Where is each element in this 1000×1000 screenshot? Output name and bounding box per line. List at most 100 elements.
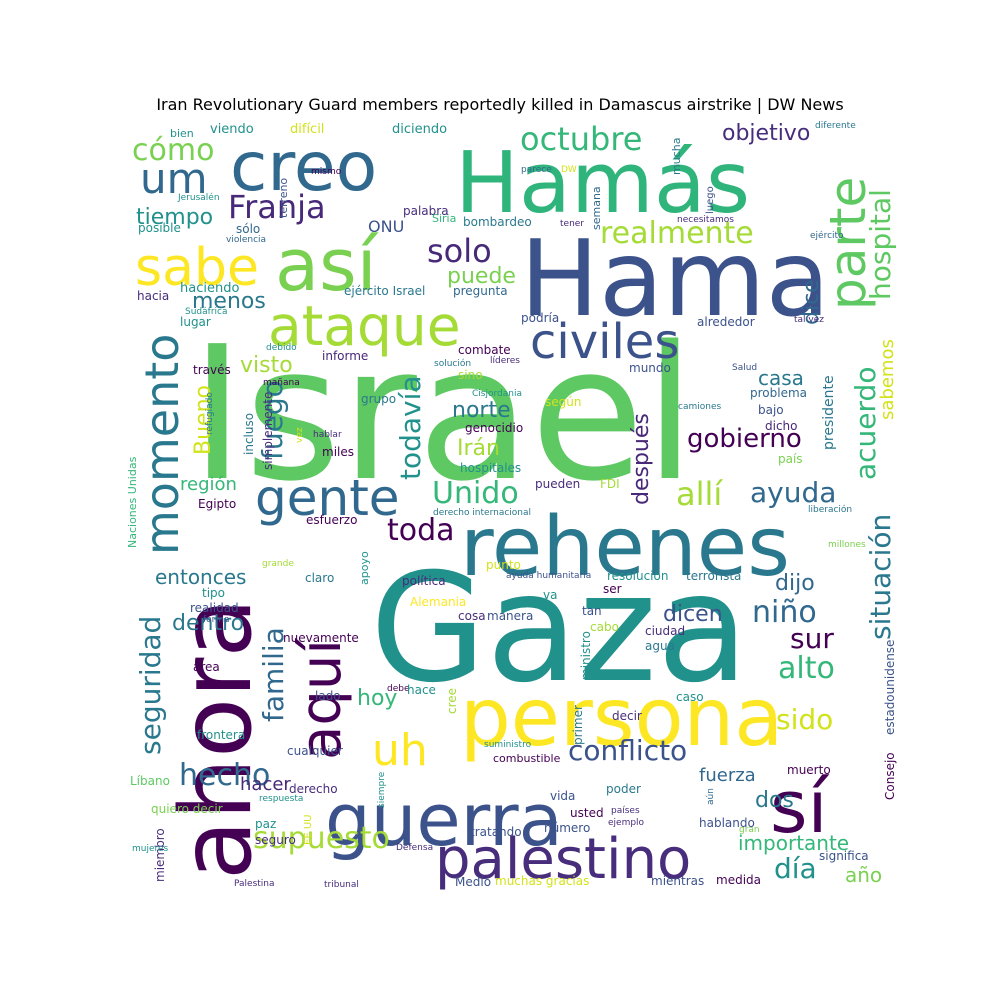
cloud-word: derecho internacional xyxy=(433,508,531,518)
cloud-word: pueden xyxy=(535,477,580,491)
cloud-word: difícil xyxy=(290,122,324,137)
cloud-word: Consejo xyxy=(883,752,897,800)
cloud-word: tiempo xyxy=(136,205,213,230)
cloud-word: grupo xyxy=(361,392,396,406)
cloud-word: apoyo xyxy=(358,551,371,585)
cloud-word: parece xyxy=(521,165,552,175)
page-title: Iran Revolutionary Guard members reporte… xyxy=(156,95,844,114)
cloud-word: octubre xyxy=(520,120,642,158)
cloud-word: ahora xyxy=(160,598,274,880)
cloud-word: gran xyxy=(739,825,760,835)
cloud-word: ejército xyxy=(810,230,844,241)
cloud-word: cree xyxy=(445,688,459,714)
cloud-word: sino xyxy=(458,368,483,382)
cloud-word: hospitales xyxy=(460,461,521,475)
cloud-word: tan xyxy=(582,604,602,618)
cloud-word: poder xyxy=(606,782,641,796)
cloud-word: Hamás xyxy=(455,134,750,233)
cloud-word: través xyxy=(193,363,231,377)
cloud-word: menos xyxy=(192,289,266,314)
cloud-word: líderes xyxy=(490,356,520,366)
cloud-word: hospital xyxy=(864,189,897,300)
cloud-word: miles xyxy=(322,445,354,459)
cloud-word: número xyxy=(544,821,590,835)
cloud-word: terreno xyxy=(277,178,290,218)
cloud-word: uh xyxy=(372,725,428,776)
cloud-word: semana xyxy=(590,186,603,230)
cloud-word: primer xyxy=(571,705,585,745)
cloud-word: violencia xyxy=(226,235,266,245)
cloud-word: palestino xyxy=(435,827,691,892)
cloud-word: DW xyxy=(561,165,577,175)
cloud-word: va xyxy=(543,588,557,602)
cloud-word: muchas gracias xyxy=(495,874,589,888)
cloud-word: Israel xyxy=(190,306,696,522)
cloud-word: área xyxy=(193,660,220,674)
cloud-word: guerra xyxy=(325,778,563,862)
cloud-word: situación xyxy=(864,514,897,640)
cloud-word: genocidio xyxy=(465,421,523,435)
cloud-word: puede xyxy=(447,264,516,289)
cloud-word: Jerusalén xyxy=(177,192,220,203)
cloud-word: Gaza xyxy=(370,542,749,716)
cloud-word: camiones xyxy=(678,402,721,412)
cloud-word: diferente xyxy=(815,121,856,131)
cloud-word: necesitamos xyxy=(677,215,734,225)
cloud-word: presidente xyxy=(821,375,837,450)
cloud-word: significa xyxy=(819,849,869,863)
cloud-word: tener xyxy=(560,219,584,229)
cloud-word: vida xyxy=(550,789,575,803)
cloud-word: Alemania xyxy=(410,595,466,609)
cloud-word: ejército Israel xyxy=(344,284,425,298)
cloud-word: usted xyxy=(570,806,604,820)
cloud-word: combate xyxy=(458,343,511,357)
cloud-word: acuerdo xyxy=(849,367,882,480)
cloud-word: toda xyxy=(387,513,455,548)
cloud-word: paz xyxy=(255,817,276,831)
cloud-word: alrededor xyxy=(697,315,755,329)
cloud-word: bien xyxy=(170,127,194,140)
cloud-word: punto xyxy=(486,558,521,572)
cloud-word: terrorista xyxy=(686,569,741,583)
cloud-word: FDI xyxy=(600,477,620,491)
cloud-word: millones xyxy=(828,540,866,550)
cloud-word: bombardeo xyxy=(463,215,532,229)
cloud-word: sur xyxy=(790,622,834,655)
cloud-word: conflicto xyxy=(568,734,687,767)
cloud-word: Bueno xyxy=(191,385,216,455)
cloud-word: Cisjordania xyxy=(472,389,522,399)
cloud-word: tal vez xyxy=(794,315,824,325)
cloud-word: hablar xyxy=(313,430,342,440)
cloud-word: Siria xyxy=(432,212,456,225)
cloud-word: luego xyxy=(705,186,716,214)
cloud-word: realidad xyxy=(190,601,239,615)
cloud-word: tratando xyxy=(470,825,522,839)
cloud-word: mujeres xyxy=(132,844,169,854)
cloud-word: diciendo xyxy=(392,122,447,137)
cloud-word: política xyxy=(402,574,446,588)
cloud-word: ayuda xyxy=(750,476,836,509)
cloud-word: ejemplo xyxy=(608,818,645,828)
cloud-word: niño xyxy=(752,595,817,630)
cloud-word: combustible xyxy=(493,752,561,765)
cloud-word: visto xyxy=(240,353,293,378)
cloud-word: liberación xyxy=(808,504,852,515)
cloud-word: dice xyxy=(799,279,824,325)
cloud-word: allí xyxy=(676,475,723,513)
cloud-word: Salud xyxy=(732,363,757,373)
cloud-word: región xyxy=(180,474,237,495)
cloud-word: cosa xyxy=(458,609,486,623)
cloud-word: sido xyxy=(776,703,833,736)
cloud-word: esfuerzo xyxy=(306,513,357,527)
cloud-word: realmente xyxy=(600,216,754,251)
cloud-word: hoy xyxy=(357,686,397,711)
cloud-word: mismo xyxy=(311,167,342,177)
cloud-word: solo xyxy=(427,232,492,270)
cloud-word: um xyxy=(140,154,208,203)
cloud-word: gente xyxy=(255,469,400,527)
cloud-word: supuesto xyxy=(253,821,390,856)
cloud-word: objetivo xyxy=(722,121,810,146)
cloud-word: según xyxy=(545,395,581,409)
cloud-word: debe xyxy=(387,684,410,694)
cloud-word: gobierno xyxy=(687,424,802,454)
